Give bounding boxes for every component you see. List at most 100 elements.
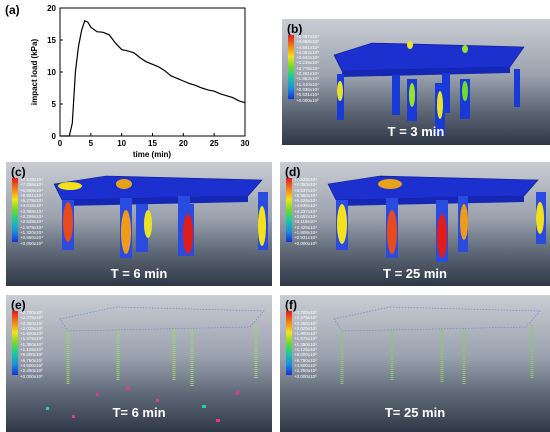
stress-spot [116,179,132,189]
roof-edge [342,67,510,77]
legend-values: +7.528x10⁴ +7.053x10⁴ +6.537x10⁴ +5.980x10⁴… [294,177,317,246]
y-tick-label: 15 [47,36,56,45]
stress-spot [378,179,402,189]
panel-a-label: (a) [5,3,20,17]
legend-value: +0.000x10⁰ [294,240,317,246]
impact-load-series-line [60,19,246,137]
legend-value: +2.425x10⁴ [294,224,318,230]
legend-color-bar [12,311,18,375]
x-tick-label: 25 [210,139,219,148]
legend-value: +6.750x10² [20,357,43,363]
legend-value: +1.575x10³ [20,336,43,342]
legend-value: +4.337x10⁴ [294,208,318,214]
legend-value: +0.000x10⁰ [20,240,43,246]
panel-e-label: (e) [11,298,26,312]
legend-value: +9.000x10² [294,352,317,358]
debris-particle [202,405,206,408]
impact-load-chart: 0 5 10 15 20 25 30 0 5 10 15 20 time (min) impact … [30,4,250,159]
legend-value: +2.700x10³ [294,310,317,315]
legend-color-bar [286,311,292,375]
panel-c-label: (c) [11,165,26,179]
legend-value: +3.642x10⁴ [296,55,320,61]
panel-b-simulation: (b) +5.457x10⁴ +4.958x10⁴ +4.551x10⁴ +4.053… [282,19,550,145]
panel-a-chart: (a) 0 5 10 15 20 25 30 0 5 10 15 20 time (min) imp… [0,0,270,160]
roof-edge [336,196,524,206]
x-axis-label: time (min) [133,150,172,159]
time-label: T = 3 min [387,124,445,139]
stress-spot [536,202,544,234]
legend-value: +1.350x10³ [20,341,43,347]
legend-value: +0.000x10⁰ [20,373,43,379]
legend-value: +2.025x10³ [294,325,317,331]
legend-values: +7.918x10⁴ +7.256x10⁴ +6.589x10⁴ +5.931x10⁴… [20,177,43,246]
legend-value: +2.250x10³ [294,320,317,326]
stress-spot [183,214,193,254]
x-tick-label: 10 [117,139,126,148]
panel-e-simulation: (e) +2.700x10³ +2.475x10³ +2.250x10³ +2.025… [6,295,272,432]
legend-value: +2.475x10³ [294,315,317,321]
x-tick-label: 5 [89,139,94,148]
panel-c-simulation: (c) +7.918x10⁴ +7.256x10⁴ +6.589x10⁴ +5.931… [6,162,272,286]
frame-structure-render [327,175,546,262]
legend-value: +1.862x10⁴ [296,76,320,82]
y-axis-label: impact load (kPa) [30,39,39,106]
legend-value: +2.778x10⁴ [296,65,320,71]
stress-spot [337,81,343,101]
debris-particle [96,393,99,396]
legend-value: +5.931x10⁴ [20,192,44,198]
legend-value: +2.639x10⁴ [20,219,44,225]
x-tick-label: 0 [58,139,63,148]
frame-mesh-render [333,306,541,385]
legend-value: +4.618x10⁴ [20,203,44,209]
stress-spot [387,210,397,254]
frame-mesh-render [46,306,265,422]
panel-d-label: (d) [285,165,301,179]
time-label: T= 25 min [384,405,446,420]
panel-d-simulation: (d) +7.528x10⁴ +7.053x10⁴ +6.537x10⁴ +5.980… [280,162,550,286]
legend-value: +3.958x10⁴ [20,208,44,214]
legend-value: +4.500x10² [20,362,43,368]
debris-particle [156,399,159,402]
x-tick-label: 30 [241,139,250,148]
legend-values: +5.457x10⁴ +4.958x10⁴ +4.551x10⁴ +4.053x10⁴… [296,34,319,103]
legend-value: +1.800x10³ [294,331,317,337]
legend-value: +0.936x10⁴ [296,86,320,92]
legend-value: +3.118x10⁴ [294,219,317,225]
stress-spot [437,91,443,119]
legend-values: +2.700x10³ +2.475x10³ +2.250x10³ +2.025x10³… [20,310,43,379]
legend-value: +3.299x10⁴ [20,214,44,220]
x-tick-label: 20 [179,139,188,148]
legend-value: +0.000x10⁰ [296,97,319,103]
legend-value: +4.053x10⁴ [296,49,320,55]
legend-value: +0.531x10⁴ [296,92,320,98]
roof-mesh [333,306,541,332]
frame-structure-render [53,175,268,258]
legend-color-bar [286,178,292,242]
legend-value: +2.250x10² [294,368,317,374]
roof-mesh [59,306,265,332]
stress-spot [121,210,131,254]
time-label: T = 6 min [110,266,168,281]
stress-spot [63,202,73,242]
legend-value: +7.528x10⁴ [294,177,318,182]
panel-b-label: (b) [287,22,303,36]
legend-value: +2.250x10² [20,368,43,374]
legend-value: +1.320x10⁴ [20,229,44,235]
y-tick-label: 0 [52,132,57,141]
stress-spot [144,210,152,238]
y-tick-label: 10 [47,68,56,77]
legend-value: +1.350x10³ [294,341,317,347]
legend-value: +4.958x10⁴ [296,39,320,45]
legend-value: +7.256x10⁴ [20,182,44,188]
stress-spot [462,81,468,101]
debris-particle [236,391,239,395]
stress-spot [258,206,266,246]
legend-value: +1.979x10⁴ [20,224,44,230]
legend-value: +5.426x10⁴ [294,198,318,204]
legend-value: +1.410x10⁴ [296,81,320,87]
roof-slab [333,42,525,72]
roof-slab [53,175,263,201]
debris-particle [72,415,75,418]
legend-value: +3.652x10⁴ [294,214,318,220]
legend-value: +6.750x10² [294,357,317,363]
